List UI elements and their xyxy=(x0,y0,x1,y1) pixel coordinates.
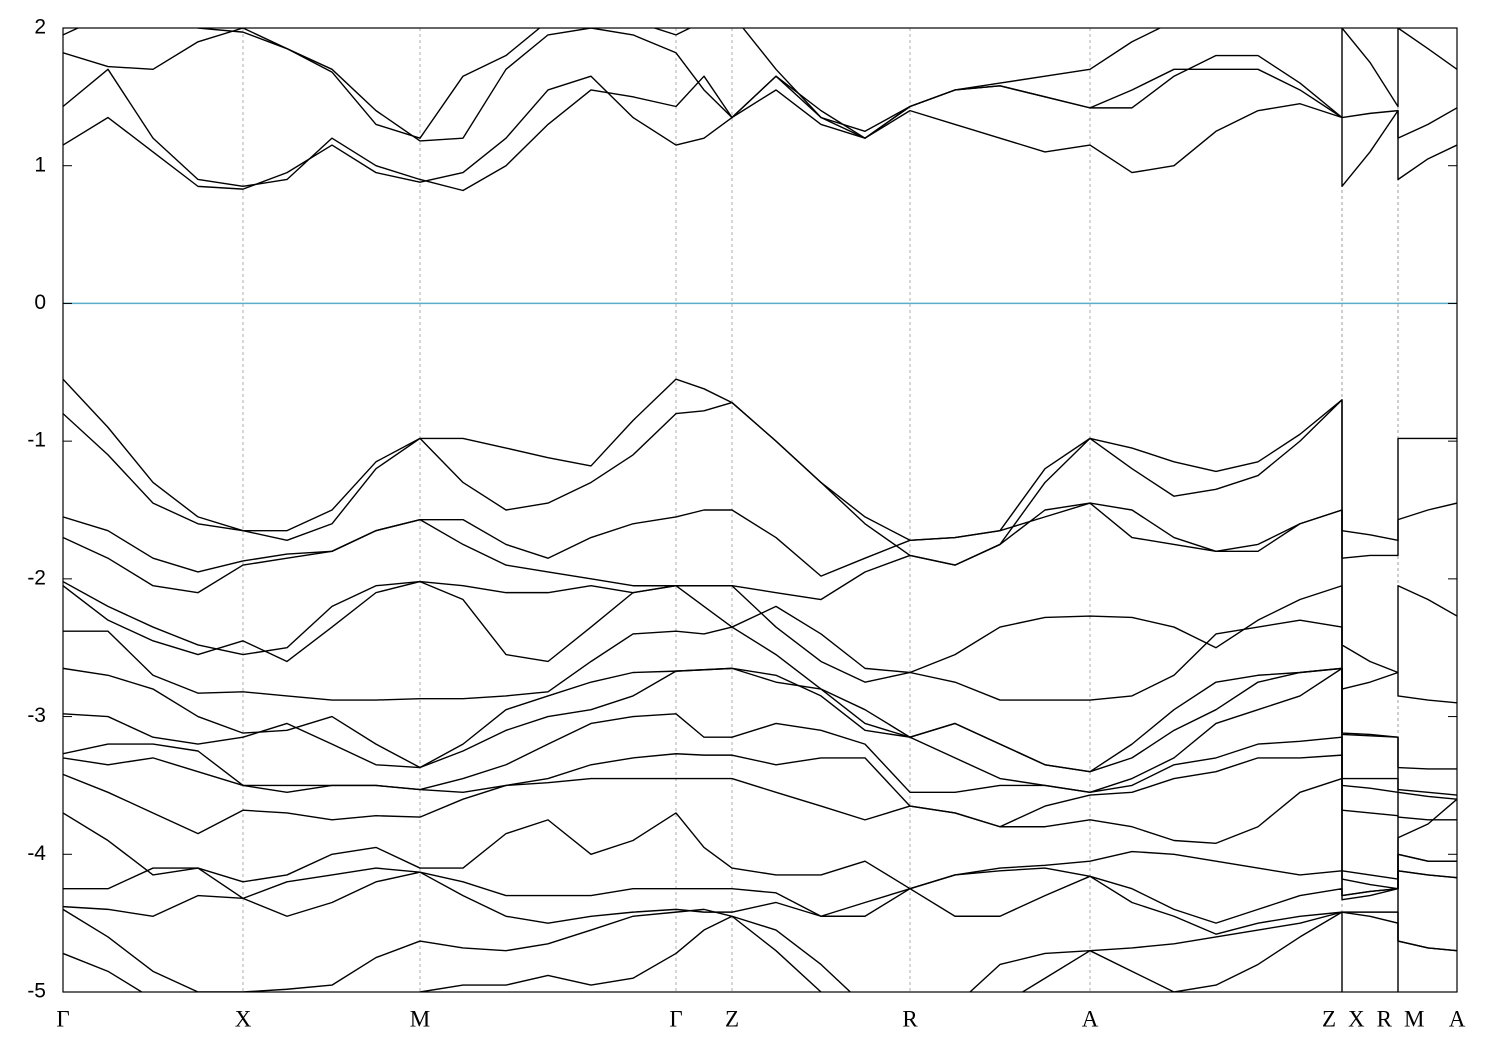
band-line xyxy=(63,773,1457,952)
x-tick-label: X xyxy=(235,1006,252,1031)
band-line xyxy=(63,580,1457,796)
band-line xyxy=(63,68,1457,192)
band-line xyxy=(63,75,1457,190)
x-tick-label: M xyxy=(410,1006,430,1031)
band-line xyxy=(63,867,1457,924)
grid-layer xyxy=(62,28,1458,992)
y-tick-label: -2 xyxy=(27,566,46,589)
x-tick-label: X xyxy=(1348,1006,1365,1031)
band-line xyxy=(63,580,1457,770)
x-tick-label: R xyxy=(1377,1006,1393,1031)
band-line xyxy=(63,871,1457,952)
x-tick-label: Z xyxy=(1322,1006,1336,1031)
band-line xyxy=(63,502,1457,674)
x-tick-label: Γ xyxy=(56,1006,69,1031)
y-tick-label: 2 xyxy=(34,16,46,39)
y-tick-label: -4 xyxy=(27,842,46,865)
band-line xyxy=(63,399,1457,566)
band-line xyxy=(63,911,1343,992)
band-line xyxy=(63,502,1457,704)
y-tick-label: -1 xyxy=(27,429,46,452)
x-tick-label: A xyxy=(1449,1006,1466,1031)
band-line xyxy=(63,753,1457,901)
band-line xyxy=(63,713,1457,897)
plot-frame xyxy=(62,27,1458,993)
x-tick-label: R xyxy=(902,1006,918,1031)
y-tick-label: 1 xyxy=(34,153,46,176)
band-line xyxy=(63,28,1457,142)
band-line xyxy=(63,812,1457,890)
x-tick-label: Γ xyxy=(669,1006,682,1031)
x-tick-label: M xyxy=(1404,1006,1424,1031)
bands-layer xyxy=(63,28,1457,992)
y-tick-label: -5 xyxy=(27,980,46,1003)
band-line xyxy=(63,28,1162,139)
band-line xyxy=(63,908,1399,992)
band-line xyxy=(63,667,1457,821)
y-tick-label: -3 xyxy=(27,704,46,727)
x-tick-label: A xyxy=(1082,1006,1099,1031)
x-tick-label: Z xyxy=(725,1006,739,1031)
band-line xyxy=(63,378,1457,541)
band-line xyxy=(63,667,1457,890)
y-tick-label: 0 xyxy=(34,291,46,314)
labels-layer: 210-1-2-3-4-5Γ X M Γ Z R A Z X R M A xyxy=(27,16,1465,1032)
